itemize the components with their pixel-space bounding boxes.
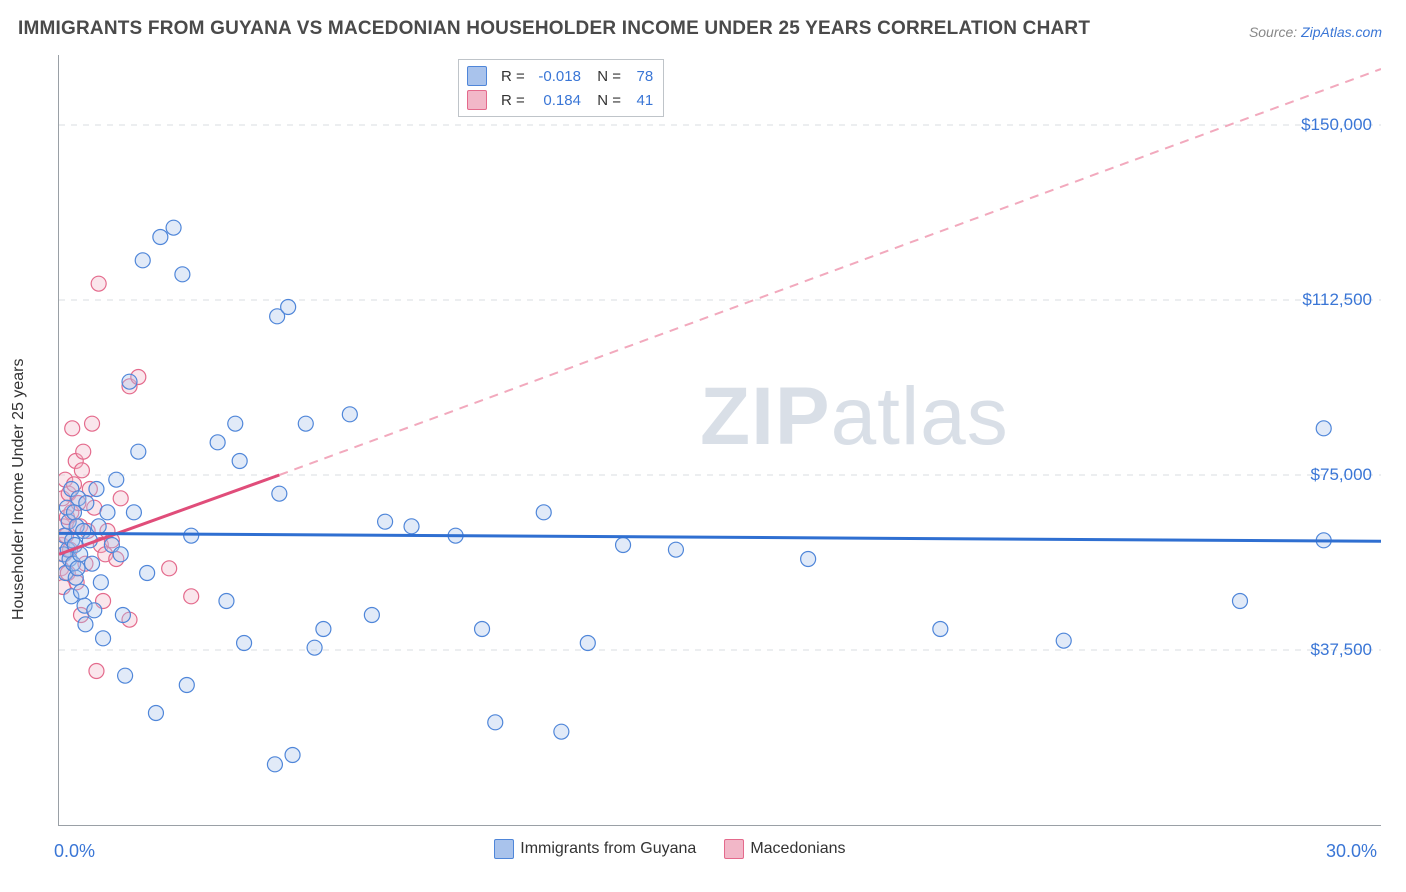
- data-point: [166, 220, 181, 235]
- data-point: [78, 617, 93, 632]
- corr-row-macedonians: R = 0.184 N = 41: [467, 88, 653, 112]
- data-point: [1056, 633, 1071, 648]
- data-point: [153, 230, 168, 245]
- corr-n-label: N = 41: [589, 92, 653, 109]
- data-point: [113, 491, 128, 506]
- data-point: [74, 463, 89, 478]
- data-point: [554, 724, 569, 739]
- data-point: [179, 678, 194, 693]
- y-tick-label: $150,000: [1292, 115, 1372, 135]
- data-point: [237, 636, 252, 651]
- legend-item-guyana: Immigrants from Guyana: [494, 839, 696, 859]
- legend-swatch: [467, 66, 487, 86]
- data-point: [281, 300, 296, 315]
- data-point: [475, 622, 490, 637]
- chart-container: IMMIGRANTS FROM GUYANA VS MACEDONIAN HOU…: [0, 0, 1406, 892]
- data-point: [93, 575, 108, 590]
- correlation-legend: R = -0.018 N = 78R = 0.184 N = 41: [458, 59, 664, 117]
- legend-swatch: [724, 839, 744, 859]
- data-point: [87, 603, 102, 618]
- scatter-plot: [58, 55, 1381, 826]
- data-point: [342, 407, 357, 422]
- data-point: [113, 547, 128, 562]
- data-point: [272, 486, 287, 501]
- data-point: [307, 640, 322, 655]
- data-point: [175, 267, 190, 282]
- data-point: [85, 556, 100, 571]
- chart-title: IMMIGRANTS FROM GUYANA VS MACEDONIAN HOU…: [18, 18, 1090, 40]
- data-point: [85, 416, 100, 431]
- data-point: [184, 528, 199, 543]
- source-label: Source:: [1249, 24, 1301, 40]
- x-axis-min-label: 0.0%: [54, 841, 95, 862]
- data-point: [76, 444, 91, 459]
- regression-extrapolation-macedonians: [279, 69, 1381, 475]
- data-point: [65, 421, 80, 436]
- data-point: [91, 519, 106, 534]
- data-point: [267, 757, 282, 772]
- data-point: [668, 542, 683, 557]
- data-point: [1316, 421, 1331, 436]
- data-point: [79, 496, 94, 511]
- corr-r-label: R = -0.018: [501, 68, 581, 85]
- regression-line-guyana: [59, 533, 1381, 541]
- legend-swatch: [494, 839, 514, 859]
- data-point: [162, 561, 177, 576]
- data-point: [285, 748, 300, 763]
- data-point: [70, 561, 85, 576]
- data-point: [933, 622, 948, 637]
- data-point: [316, 622, 331, 637]
- x-axis-max-label: 30.0%: [1326, 841, 1377, 862]
- data-point: [801, 552, 816, 567]
- data-point: [580, 636, 595, 651]
- data-point: [148, 706, 163, 721]
- data-point: [96, 631, 111, 646]
- corr-n-label: N = 78: [589, 68, 653, 85]
- data-point: [536, 505, 551, 520]
- data-point: [126, 505, 141, 520]
- data-point: [135, 253, 150, 268]
- data-point: [109, 472, 124, 487]
- data-point: [100, 505, 115, 520]
- series-legend: Immigrants from Guyana Macedonians: [494, 839, 845, 859]
- data-point: [115, 608, 130, 623]
- corr-r-label: R = 0.184: [501, 92, 581, 109]
- data-point: [184, 589, 199, 604]
- legend-label: Immigrants from Guyana: [520, 840, 696, 857]
- source-attribution: Source: ZipAtlas.com: [1249, 24, 1382, 40]
- data-point: [140, 566, 155, 581]
- data-point: [488, 715, 503, 730]
- data-point: [74, 584, 89, 599]
- y-tick-label: $112,500: [1292, 290, 1372, 310]
- legend-swatch: [467, 90, 487, 110]
- data-point: [298, 416, 313, 431]
- data-point: [122, 374, 137, 389]
- y-tick-label: $75,000: [1292, 465, 1372, 485]
- legend-label: Macedonians: [750, 840, 845, 857]
- source-link[interactable]: ZipAtlas.com: [1301, 24, 1382, 40]
- corr-row-guyana: R = -0.018 N = 78: [467, 64, 653, 88]
- legend-item-macedonians: Macedonians: [724, 839, 845, 859]
- data-point: [89, 664, 104, 679]
- data-point: [66, 505, 81, 520]
- data-point: [404, 519, 419, 534]
- data-point: [1232, 594, 1247, 609]
- data-point: [118, 668, 133, 683]
- data-point: [228, 416, 243, 431]
- data-point: [364, 608, 379, 623]
- y-tick-label: $37,500: [1292, 640, 1372, 660]
- data-point: [210, 435, 225, 450]
- data-point: [616, 538, 631, 553]
- data-point: [131, 444, 146, 459]
- data-point: [89, 482, 104, 497]
- data-point: [378, 514, 393, 529]
- data-point: [232, 454, 247, 469]
- data-point: [219, 594, 234, 609]
- y-axis-label: Householder Income Under 25 years: [10, 359, 28, 620]
- data-point: [91, 276, 106, 291]
